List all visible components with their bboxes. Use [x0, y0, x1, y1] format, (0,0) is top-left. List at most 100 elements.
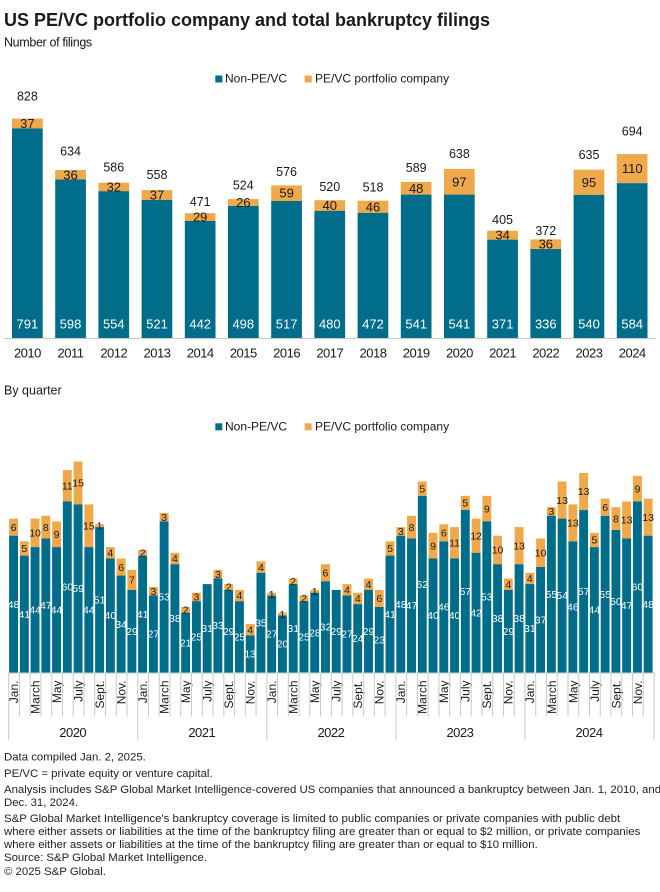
svg-text:Non-PE/VC: Non-PE/VC [225, 72, 287, 86]
svg-text:586: 586 [103, 161, 124, 175]
svg-text:6: 6 [602, 502, 608, 514]
svg-text:2: 2 [183, 605, 189, 617]
svg-text:1: 1 [312, 586, 318, 598]
svg-text:48: 48 [8, 599, 20, 611]
svg-text:Data compiled Jan. 2, 2025.: Data compiled Jan. 2, 2025. [4, 752, 146, 764]
svg-text:442: 442 [189, 316, 211, 331]
svg-text:Jan.: Jan. [523, 681, 537, 704]
svg-text:53: 53 [481, 592, 493, 604]
svg-text:54: 54 [556, 590, 568, 602]
svg-text:60: 60 [61, 582, 73, 594]
svg-text:4: 4 [366, 579, 372, 591]
svg-text:Sept.: Sept. [609, 681, 623, 709]
svg-text:3: 3 [150, 586, 156, 598]
svg-text:6: 6 [323, 568, 329, 580]
svg-text:60: 60 [632, 582, 644, 594]
svg-text:2019: 2019 [403, 346, 430, 361]
svg-text:10: 10 [29, 528, 41, 540]
svg-text:4: 4 [107, 548, 113, 560]
svg-text:3: 3 [215, 569, 221, 581]
svg-text:40: 40 [105, 610, 117, 622]
svg-text:59: 59 [279, 186, 293, 201]
svg-text:26: 26 [236, 195, 250, 210]
svg-text:634: 634 [60, 144, 81, 158]
svg-text:6: 6 [376, 593, 382, 605]
svg-text:8: 8 [409, 522, 415, 534]
svg-text:4: 4 [258, 562, 264, 574]
svg-text:2018: 2018 [360, 346, 387, 361]
svg-text:6: 6 [118, 562, 124, 574]
svg-text:9: 9 [484, 503, 490, 515]
svg-text:2023: 2023 [576, 346, 603, 361]
svg-text:PE/VC = private equity or vent: PE/VC = private equity or venture capita… [4, 768, 213, 780]
svg-text:25: 25 [191, 632, 203, 644]
svg-text:40: 40 [323, 198, 337, 213]
svg-text:2020: 2020 [59, 725, 86, 740]
svg-text:47: 47 [40, 600, 52, 612]
svg-text:55: 55 [546, 589, 558, 601]
svg-text:32: 32 [107, 179, 121, 194]
svg-text:where either assets or liabili: where either assets or liabilities at th… [3, 839, 538, 851]
svg-text:Jan.: Jan. [7, 681, 21, 704]
svg-text:791: 791 [17, 316, 39, 331]
svg-text:42: 42 [470, 607, 482, 619]
svg-text:March: March [158, 681, 172, 714]
svg-text:59: 59 [72, 583, 84, 595]
svg-text:2022: 2022 [532, 346, 559, 361]
svg-text:336: 336 [535, 316, 557, 331]
svg-text:2021: 2021 [188, 725, 215, 740]
svg-text:27: 27 [266, 629, 278, 641]
svg-text:29: 29 [363, 626, 375, 638]
svg-text:29: 29 [193, 210, 207, 225]
svg-text:38: 38 [492, 613, 504, 625]
svg-text:828: 828 [17, 90, 38, 104]
svg-text:2013: 2013 [144, 346, 171, 361]
svg-text:7: 7 [129, 575, 135, 587]
svg-text:34: 34 [495, 228, 509, 243]
svg-text:2015: 2015 [230, 346, 257, 361]
svg-text:10: 10 [492, 545, 504, 557]
svg-text:6: 6 [11, 522, 17, 534]
svg-text:4: 4 [527, 573, 533, 585]
svg-text:13: 13 [578, 486, 590, 498]
svg-text:PE/VC portfolio company: PE/VC portfolio company [315, 72, 449, 86]
svg-text:March: March [287, 681, 301, 714]
svg-text:1: 1 [97, 520, 103, 532]
svg-text:Jan.: Jan. [136, 681, 150, 704]
svg-text:41: 41 [137, 609, 149, 621]
svg-text:2023: 2023 [446, 725, 473, 740]
svg-text:371: 371 [492, 316, 514, 331]
svg-text:48: 48 [395, 599, 407, 611]
svg-text:36: 36 [539, 237, 553, 252]
svg-text:July: July [330, 681, 344, 702]
svg-text:11: 11 [449, 538, 460, 550]
svg-text:471: 471 [190, 195, 211, 209]
svg-text:PE/VC portfolio company: PE/VC portfolio company [315, 419, 449, 433]
svg-text:51: 51 [94, 595, 106, 607]
svg-text:Sept.: Sept. [351, 681, 365, 709]
svg-text:44: 44 [29, 605, 41, 617]
svg-text:2: 2 [290, 576, 296, 588]
svg-text:13: 13 [642, 512, 654, 524]
svg-text:2022: 2022 [317, 725, 344, 740]
svg-text:July: July [201, 681, 215, 702]
svg-text:4: 4 [344, 585, 350, 597]
svg-text:Dec. 31, 2024.: Dec. 31, 2024. [4, 797, 78, 809]
svg-text:13: 13 [513, 540, 525, 552]
svg-text:July: July [459, 681, 473, 702]
svg-text:40: 40 [427, 610, 439, 622]
svg-text:March: March [28, 681, 42, 714]
svg-text:13: 13 [621, 515, 633, 527]
svg-text:Jan.: Jan. [265, 681, 279, 704]
svg-text:46: 46 [438, 602, 450, 614]
svg-text:95: 95 [582, 175, 596, 190]
svg-text:13: 13 [244, 649, 256, 661]
svg-text:29: 29 [223, 626, 235, 638]
svg-text:2: 2 [301, 593, 307, 605]
svg-text:472: 472 [362, 316, 384, 331]
svg-text:10: 10 [535, 548, 547, 560]
svg-text:Sept.: Sept. [480, 681, 494, 709]
svg-text:Sept.: Sept. [93, 681, 107, 709]
svg-text:598: 598 [60, 316, 82, 331]
svg-text:57: 57 [578, 586, 590, 598]
